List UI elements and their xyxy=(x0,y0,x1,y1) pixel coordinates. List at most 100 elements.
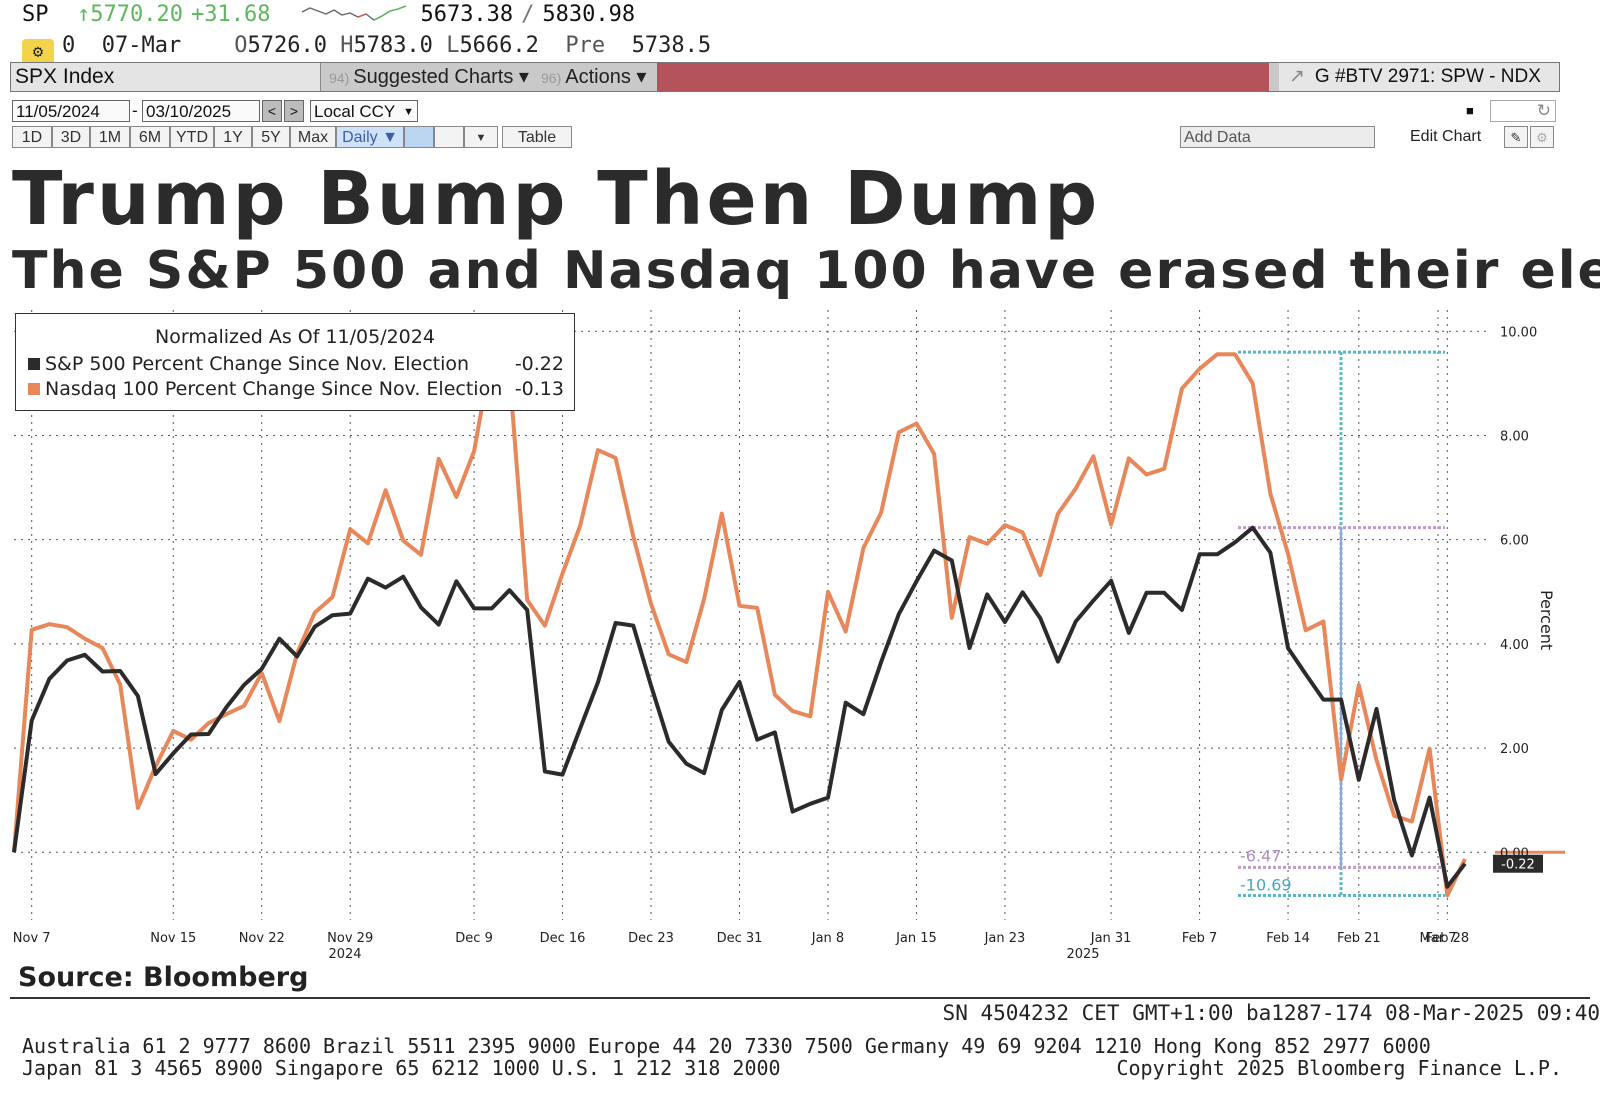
quote-date: 07-Mar xyxy=(101,33,182,58)
terminal-header: SP ↑5770.20 +31.68 5673.38 / 5830.98 ⚙ 0 07-Ma… xyxy=(0,0,1600,150)
command-bar-fill xyxy=(657,63,1269,91)
annotate-icon[interactable]: ✎ xyxy=(1504,126,1528,148)
range-3d-button[interactable]: 3D xyxy=(52,126,90,148)
series-line-nasdaq100 xyxy=(12,350,1467,898)
refresh-icon[interactable]: ↻ xyxy=(1490,100,1556,122)
last-value-tag xyxy=(1493,854,1543,873)
range-max-button[interactable]: Max xyxy=(290,126,336,148)
x-tick-label: Feb 28 xyxy=(1425,931,1469,946)
x-tick-label: Mar 7 xyxy=(1420,931,1457,946)
legend-value-nasdaq100: -0.13 xyxy=(514,378,564,400)
chart-type-icon[interactable] xyxy=(404,126,434,148)
footer-stamp: SN 4504232 CET GMT+1:00 ba1287-174 08-Ma… xyxy=(942,1001,1600,1025)
chevron-down-icon[interactable]: ▼ xyxy=(464,126,498,148)
range-5y-button[interactable]: 5Y xyxy=(252,126,290,148)
currency-value: Local CCY xyxy=(314,102,396,121)
edit-chart-button[interactable]: Edit Chart xyxy=(1410,128,1482,145)
range-1d-button[interactable]: 1D xyxy=(12,126,52,148)
actions-label: Actions ▾ xyxy=(565,66,647,88)
gear-icon[interactable]: ⚙ xyxy=(1530,126,1554,148)
gauge-icon[interactable]: ⚙ xyxy=(22,39,54,65)
x-tick-label: Dec 9 xyxy=(455,931,493,946)
graph-title: G #BTV 2971: SPW - NDX xyxy=(1314,66,1541,87)
legend-value-sp500: -0.22 xyxy=(514,353,564,375)
suggested-charts-button[interactable]: 94) Suggested Charts ▾ xyxy=(329,63,529,91)
y-axis: 10.00 8.00 6.00 4.00 2.00 0.00 Percent xyxy=(1500,325,1556,861)
chart-series: -0.22 xyxy=(12,350,1565,898)
quote-range-high: 5830.98 xyxy=(542,2,636,27)
open-label: O xyxy=(234,33,248,58)
quote-symbol: SP xyxy=(22,2,49,27)
open-count: 0 xyxy=(62,33,76,58)
high-label: H xyxy=(340,33,354,58)
x-tick-label: Nov 15 xyxy=(150,931,196,946)
footer-divider xyxy=(10,997,1590,999)
quote-range-low: 5673.38 xyxy=(420,2,514,27)
legend-swatch-sp500 xyxy=(28,358,40,370)
chart-style-icon[interactable] xyxy=(434,126,464,148)
ticker-input[interactable]: SPX Index xyxy=(11,63,321,91)
sp-drawdown-label: -6.47 xyxy=(1240,846,1281,865)
suggested-charts-label: Suggested Charts ▾ xyxy=(353,66,529,88)
x-tick-label: Jan 8 xyxy=(811,931,844,946)
x-tick-label: Feb 21 xyxy=(1337,931,1381,946)
range-ytd-button[interactable]: YTD xyxy=(170,126,214,148)
pre-label: Pre xyxy=(565,33,606,58)
x-year-label: 2025 xyxy=(1066,947,1099,962)
range-1m-button[interactable]: 1M xyxy=(90,126,130,148)
open-value: 5726.0 xyxy=(247,33,327,58)
table-button[interactable]: Table xyxy=(502,126,572,148)
x-tick-label: Feb 14 xyxy=(1266,931,1310,946)
chart-subtitle: The S&P 500 and Nasdaq 100 have erased t… xyxy=(12,241,1600,301)
command-bar: SPX Index 94) Suggested Charts ▾ 96) Actio… xyxy=(10,62,1560,92)
x-tick-label: Dec 23 xyxy=(628,931,674,946)
currency-select[interactable]: Local CCY ▼ xyxy=(310,100,418,122)
legend-label-nasdaq100: Nasdaq 100 Percent Change Since Nov. Ele… xyxy=(45,378,503,400)
add-data-input[interactable]: Add Data xyxy=(1180,126,1375,148)
series-line-sp500 xyxy=(12,525,1467,889)
end-date-input[interactable]: 03/10/2025 xyxy=(142,100,260,122)
frequency-select[interactable]: Daily ▼ xyxy=(336,126,404,148)
x-tick-label: Nov 29 xyxy=(327,931,373,946)
low-label: L xyxy=(446,33,460,58)
suggested-charts-num: 94) xyxy=(329,70,350,86)
line-chart: -6.47 -10.69 -0.22 10.00 8.00 6.00 4.00 2.00 0… xyxy=(12,310,1565,962)
export-icon[interactable]: ↗ xyxy=(1289,66,1305,87)
source-label: Source: Bloomberg xyxy=(18,962,309,993)
prev-period-button[interactable]: < xyxy=(262,100,282,122)
x-tick-label: Jan 23 xyxy=(984,931,1026,946)
quote-range-sep: / xyxy=(521,2,535,27)
sparkline-icon xyxy=(302,5,407,21)
graph-title-bar[interactable]: ↗ G #BTV 2971: SPW - NDX xyxy=(1279,63,1559,91)
chart-title: Trump Bump Then Dump xyxy=(12,156,1101,242)
x-tick-label: Nov 7 xyxy=(13,931,51,946)
date-range-bar: 11/05/2024 - 03/10/2025 < > Local CCY ▼ ■… xyxy=(10,100,1560,124)
y-axis-label: Percent xyxy=(1537,590,1556,650)
x-tick-label: Dec 16 xyxy=(540,931,586,946)
pin-icon[interactable]: ■ xyxy=(1466,103,1474,118)
x-tick-label: Jan 31 xyxy=(1090,931,1132,946)
chart-legend: Normalized As Of 11/05/2024 S&P 500 Perc… xyxy=(15,313,575,411)
y-tick-label: 10.00 xyxy=(1500,325,1537,340)
y-tick-label: 8.00 xyxy=(1500,429,1529,444)
x-tick-label: Feb 7 xyxy=(1182,931,1217,946)
footer-copyright: Copyright 2025 Bloomberg Finance L.P. xyxy=(1116,1056,1562,1080)
range-1y-button[interactable]: 1Y xyxy=(214,126,252,148)
ndx-drawdown-label: -10.69 xyxy=(1240,876,1292,895)
quote-change: +31.68 xyxy=(190,2,271,27)
legend-item-nasdaq100: Nasdaq 100 Percent Change Since Nov. Ele… xyxy=(28,377,564,401)
drawdown-annotations: -6.47 -10.69 xyxy=(1238,350,1445,898)
y-tick-label: 6.00 xyxy=(1500,534,1529,549)
range-6m-button[interactable]: 6M xyxy=(130,126,170,148)
x-axis: Nov 7 Nov 15 Nov 22 Nov 29 Dec 9 Dec 16 Dec 23… xyxy=(13,931,1469,962)
pre-value: 5738.5 xyxy=(631,33,712,58)
x-tick-label: Jan 15 xyxy=(895,931,937,946)
actions-num: 96) xyxy=(541,70,562,86)
footer-contacts-line2: Japan 81 3 4565 8900 Singapore 65 6212 1… xyxy=(22,1056,781,1080)
high-value: 5783.0 xyxy=(353,33,433,58)
actions-button[interactable]: 96) Actions ▾ xyxy=(541,63,646,91)
last-value-label: -0.22 xyxy=(1501,858,1535,873)
next-period-button[interactable]: > xyxy=(284,100,304,122)
legend-swatch-nasdaq100 xyxy=(28,383,40,395)
start-date-input[interactable]: 11/05/2024 xyxy=(12,100,130,122)
